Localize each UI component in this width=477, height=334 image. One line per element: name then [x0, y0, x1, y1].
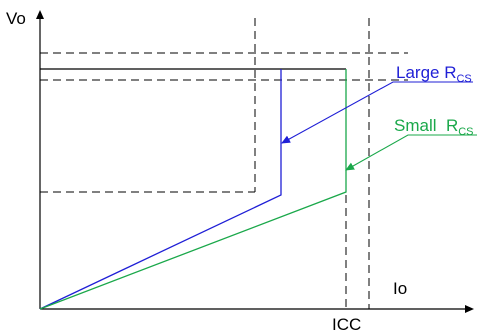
large-rcs-label-main: Large R: [396, 63, 456, 82]
y-axis-label: Vo: [6, 9, 26, 28]
small-rcs-label: Small RCS: [394, 116, 474, 138]
large-rcs-label-sub: CS: [456, 73, 471, 85]
small-rcs-label-sub: CS: [458, 126, 473, 138]
small-rcs-label-main: Small R: [394, 116, 458, 135]
small-rcs-curve: [39, 69, 347, 310]
icc-tick-label: ICC: [332, 315, 361, 334]
large-rcs-label: Large RCS: [396, 63, 472, 85]
large-rcs-callout-arrow: [281, 81, 473, 144]
x-axis-label: Io: [393, 279, 407, 298]
large-rcs-curve: [39, 69, 282, 310]
small-rcs-callout-arrow: [345, 134, 477, 171]
